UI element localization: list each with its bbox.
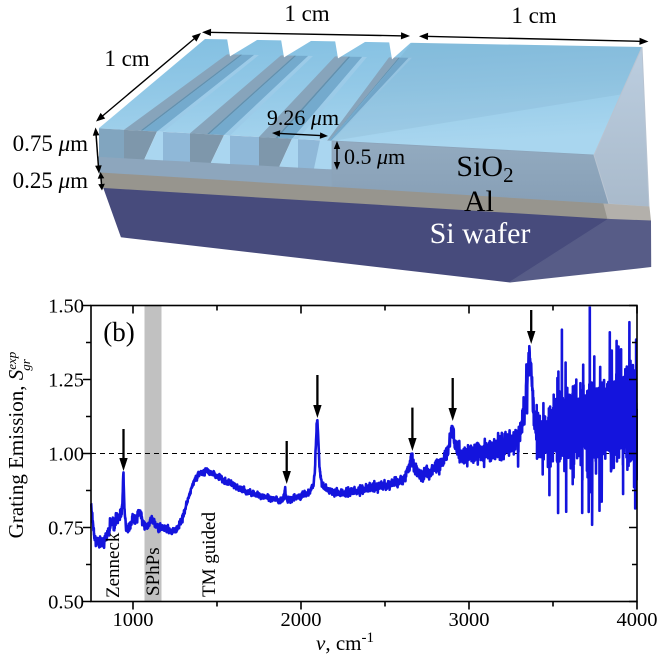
- svg-text:3000: 3000: [449, 609, 490, 631]
- svg-text:1.50: 1.50: [48, 296, 84, 318]
- svg-text:0.75: 0.75: [48, 518, 84, 540]
- svg-text:1.00: 1.00: [48, 444, 84, 466]
- svg-text:1 cm: 1 cm: [511, 3, 556, 28]
- svg-text:1 cm: 1 cm: [104, 46, 149, 71]
- svg-text:0.25 μm: 0.25 μm: [13, 168, 89, 193]
- svg-text:(b): (b): [103, 317, 134, 347]
- svg-text:2000: 2000: [281, 609, 322, 631]
- svg-text:Al: Al: [464, 185, 494, 218]
- svg-text:ν, cm-1: ν, cm-1: [316, 630, 374, 655]
- svg-text:0.5 μm: 0.5 μm: [344, 144, 405, 169]
- svg-text:SPhPs: SPhPs: [143, 547, 164, 596]
- svg-text:1.25: 1.25: [48, 370, 84, 392]
- svg-text:Grating Emission, Sexpgr: Grating Emission, Sexpgr: [4, 351, 33, 538]
- svg-text:0.50: 0.50: [48, 592, 84, 614]
- svg-text:1000: 1000: [113, 609, 154, 631]
- svg-text:4000: 4000: [617, 609, 658, 631]
- svg-text:Si wafer: Si wafer: [430, 217, 531, 250]
- svg-text:TM guided: TM guided: [199, 512, 220, 597]
- svg-text:9.26 μm: 9.26 μm: [267, 105, 339, 130]
- svg-text:1 cm: 1 cm: [284, 1, 329, 26]
- svg-text:0.75 μm: 0.75 μm: [13, 131, 89, 156]
- svg-text:Zenneck: Zenneck: [103, 532, 124, 598]
